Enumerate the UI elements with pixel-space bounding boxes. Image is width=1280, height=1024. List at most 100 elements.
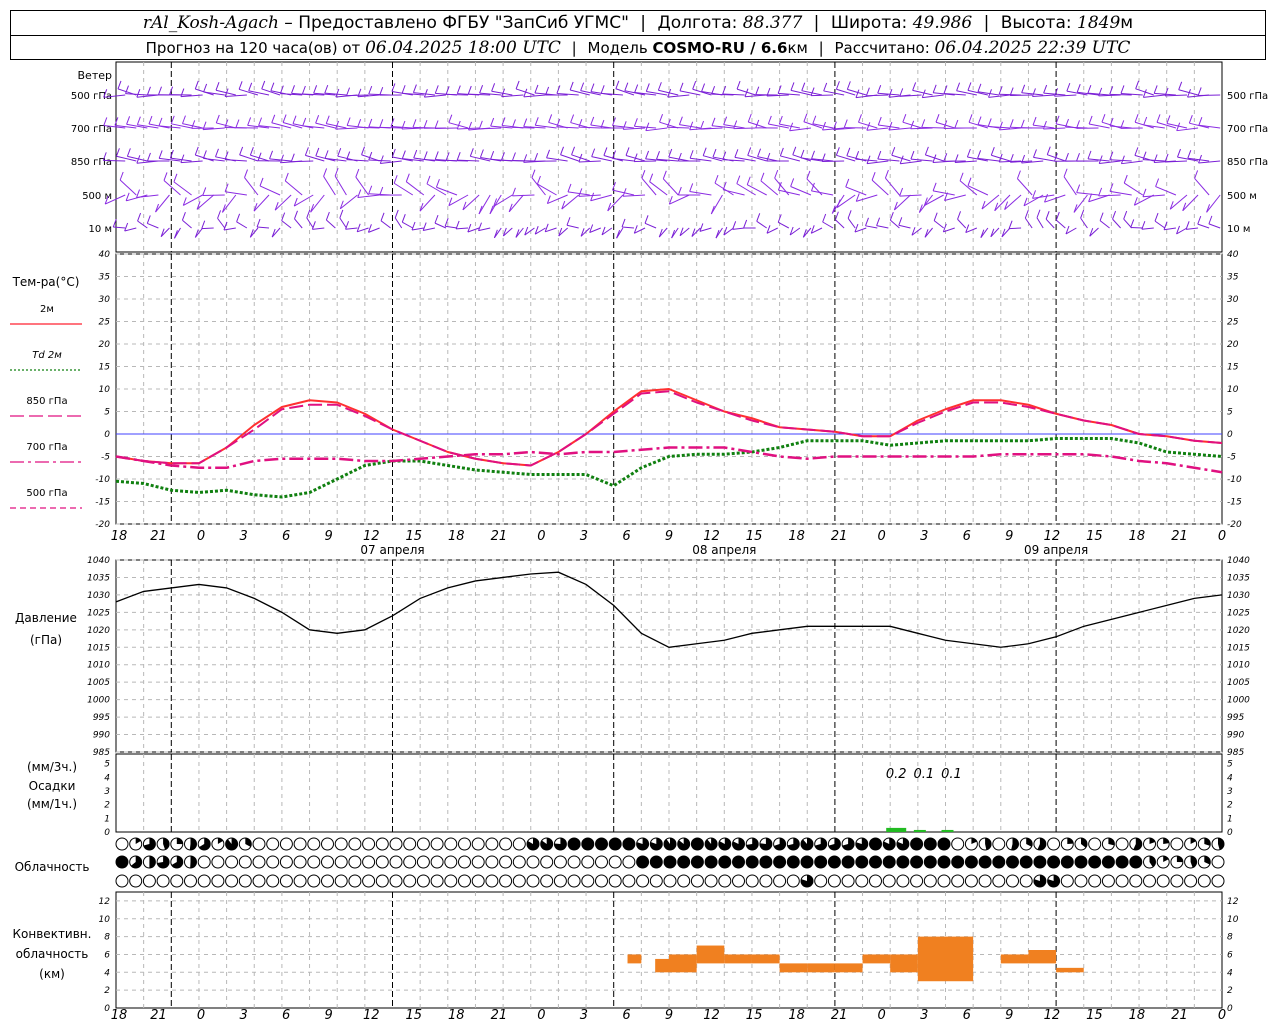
wind-barb-feather <box>711 85 716 95</box>
wind-barb-feather <box>511 187 516 197</box>
wind-barb <box>1032 194 1055 199</box>
wind-barb <box>894 194 911 211</box>
wind-barb-feather <box>766 152 771 162</box>
cloud-cover-icon <box>553 874 567 888</box>
alt-unit: м <box>1120 13 1134 33</box>
wind-barb-feather <box>689 121 694 130</box>
cloud-cover-icon <box>773 856 786 868</box>
hour-tick-label: 6 <box>622 529 630 544</box>
wind-barb <box>580 90 601 96</box>
wind-barb-feather <box>548 114 553 123</box>
wind-barb-feather <box>766 225 771 234</box>
convective-tick-label: 4 <box>1227 968 1233 978</box>
temperature-tick-label: 30 <box>99 295 111 305</box>
wind-barb-feather <box>981 200 986 210</box>
cloud-cover-icon <box>157 856 170 869</box>
wind-barb-feather <box>146 215 151 224</box>
wind-barb <box>955 160 977 163</box>
wind-barb-feather <box>1197 87 1202 96</box>
cloud-cover-icon <box>1033 875 1046 888</box>
hour-tick-label: 6 <box>622 1008 630 1023</box>
wind-barb-feather <box>1021 154 1026 164</box>
wind-barb-feather <box>346 87 351 96</box>
wind-barb-feather <box>315 147 320 157</box>
wind-barb <box>478 227 491 232</box>
wind-barb <box>876 225 889 229</box>
hour-tick-label: 3 <box>580 1008 588 1023</box>
header-row-forecast: Прогноз на 120 часа(ов) от 06.04.2025 18… <box>145 38 1131 58</box>
wind-barb-feather <box>1198 154 1202 164</box>
cloud-cover-icon <box>1163 855 1169 862</box>
cloud-cover-icon <box>992 874 1006 888</box>
wind-barb-feather <box>339 200 344 209</box>
wind-barb-feather <box>1042 120 1047 130</box>
wind-barb <box>426 183 447 196</box>
wind-barb <box>822 221 834 229</box>
precip-tick-label: 0 <box>104 828 110 838</box>
cloud-cover-icon <box>732 838 745 850</box>
wind-barb-feather <box>865 87 870 96</box>
wind-barb <box>182 219 192 229</box>
wind-barb-feather <box>302 117 307 127</box>
wind-barb <box>800 157 823 162</box>
convective-tick-label: 8 <box>1227 933 1233 943</box>
cloud-cover-icon <box>567 855 581 869</box>
cloud-cover-icon <box>430 837 444 851</box>
wind-barb-feather <box>394 209 399 219</box>
temperature-legend-label: 500 гПа <box>26 488 67 499</box>
wind-barb-feather <box>924 229 929 238</box>
cloud-cover-icon <box>1088 856 1101 868</box>
convective-panel: 12 12 10 10 8 8 6 6 4 4 2 2 0 0 Конвективн. облачность (… <box>13 891 1239 1014</box>
wind-barb-feather <box>603 147 608 156</box>
temperature-legend-label: 850 гПа <box>26 396 67 407</box>
wind-barb <box>512 126 535 129</box>
wind-barb <box>811 190 834 196</box>
hour-tick-label: 0 <box>197 529 205 544</box>
wind-barb-feather <box>202 121 207 130</box>
wind-barb-feather <box>423 120 428 129</box>
wind-barb <box>566 224 579 229</box>
wind-barb-feather <box>990 228 995 238</box>
wind-barb-feather <box>435 179 440 188</box>
wind-barb <box>691 227 701 237</box>
wind-barb <box>811 94 834 97</box>
wind-level-label: 500 м <box>82 191 112 202</box>
wind-barb-feather <box>126 116 131 125</box>
hour-tick-label: 9 <box>325 1008 333 1023</box>
wind-barb-feather <box>777 214 782 223</box>
pressure-tick-label: 1005 <box>1227 678 1250 688</box>
wind-barb <box>733 127 756 130</box>
wind-barb <box>103 159 126 162</box>
wind-barb <box>1109 159 1132 162</box>
wind-barb <box>1087 158 1110 162</box>
wind-barb-feather <box>112 218 117 228</box>
wind-barb-feather <box>469 148 474 157</box>
wind-barb-feather <box>1089 228 1094 237</box>
wind-barb <box>1109 190 1132 196</box>
wind-barb <box>339 217 347 229</box>
wind-barb <box>823 90 845 96</box>
wind-barb <box>900 160 922 165</box>
wind-barb <box>847 88 867 96</box>
cloud-cover-icon <box>1116 856 1129 868</box>
wind-barb <box>1109 93 1132 96</box>
hour-tick-label: 18 <box>111 529 128 544</box>
wind-barb <box>1120 92 1143 96</box>
cloud-cover-icon <box>334 855 348 869</box>
wind-barb <box>590 194 612 202</box>
hour-tick-label: 0 <box>537 529 545 544</box>
wind-barb <box>1141 227 1154 230</box>
wind-barb-feather <box>306 209 311 219</box>
wind-barb-feather <box>666 119 671 128</box>
wind-barb-feather <box>236 213 241 222</box>
wind-barb-feather <box>921 119 926 128</box>
wind-barb-feather <box>736 175 741 184</box>
wind-barb <box>1142 159 1165 162</box>
wind-barb-feather <box>1194 170 1199 179</box>
wind-barb-feather <box>501 117 506 126</box>
wind-barb <box>1135 88 1154 96</box>
wind-barb-feather <box>607 202 612 212</box>
wind-barb-feather <box>616 230 621 239</box>
wind-barb-feather <box>967 177 972 186</box>
cloud-cover-icon <box>1204 838 1211 846</box>
